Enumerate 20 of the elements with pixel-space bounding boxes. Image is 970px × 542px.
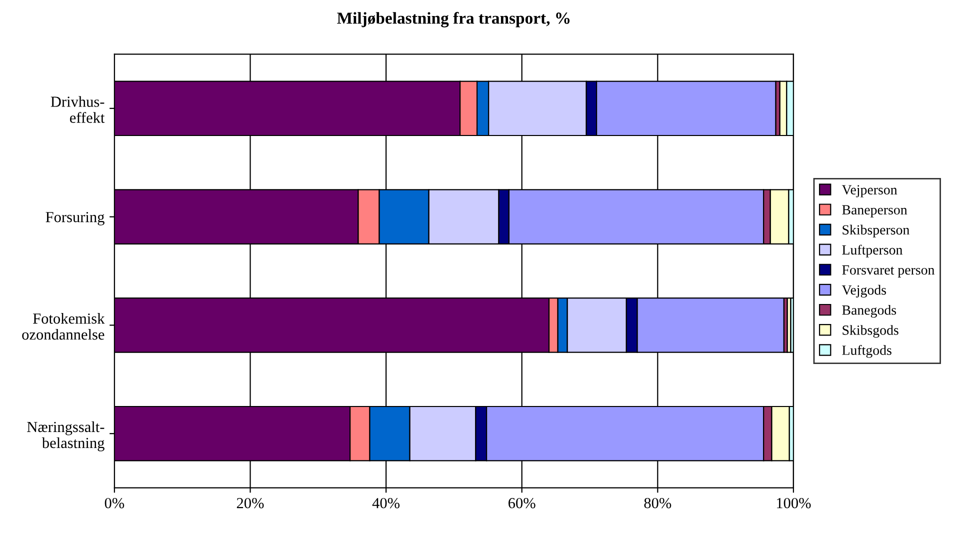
y-tick-label: Drivhus- effekt [50, 96, 105, 123]
x-tick-label: 100% [776, 498, 811, 508]
legend-label: Luftperson [842, 244, 902, 258]
legend-label: Skibsgods [842, 325, 898, 338]
legend-label: Banegods [842, 304, 896, 318]
legend-label: Baneperson [842, 205, 908, 218]
y-tick-label: Næringssalt- belastning [27, 421, 104, 452]
legend-label: Forsvaret person [842, 265, 935, 278]
y-tick-label: Forsuring [46, 212, 104, 226]
chart-title: Miljøbelastning fra transport, % [337, 12, 570, 28]
legend-label: Luftgods [842, 345, 892, 358]
legend-label: Vejgods [842, 284, 886, 298]
x-tick-label: 20% [236, 498, 264, 508]
x-tick-label: 60% [508, 498, 536, 508]
y-tick-label: Fotokemisk ozondannelse [22, 312, 105, 340]
legend-label: Skibsperson [842, 224, 910, 238]
legend-label: Vejperson [842, 185, 898, 198]
x-tick-label: 40% [372, 498, 400, 508]
x-tick-label: 0% [104, 498, 124, 508]
x-tick-label: 80% [644, 498, 672, 508]
